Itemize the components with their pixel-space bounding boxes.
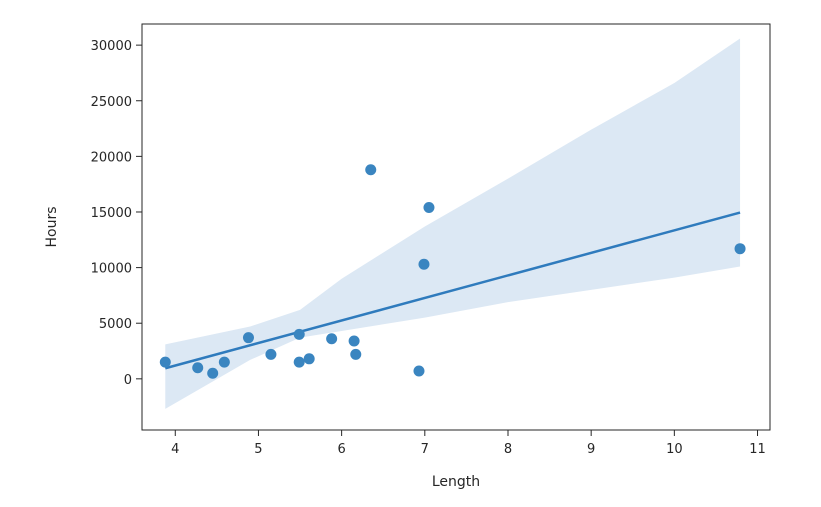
data-point [242, 332, 254, 344]
regression-line [164, 211, 741, 370]
x-tick-label: 10 [666, 442, 683, 457]
data-point [218, 356, 230, 368]
y-tick-label: 30000 [91, 39, 132, 54]
data-point [423, 202, 435, 214]
x-axis-ticks: 4 5 6 7 8 9 10 11 [171, 430, 766, 457]
x-tick-label: 5 [254, 442, 262, 457]
x-axis-label: Length [432, 474, 480, 490]
data-point [734, 243, 746, 255]
data-point [348, 335, 360, 347]
y-tick-label: 25000 [91, 95, 132, 110]
data-point [159, 356, 171, 368]
data-point [365, 164, 377, 176]
x-tick-label: 6 [337, 442, 345, 457]
confidence-band [165, 38, 741, 409]
x-tick-label: 8 [504, 442, 512, 457]
y-tick-label: 0 [124, 373, 132, 388]
data-point [303, 353, 315, 365]
data-point [293, 328, 305, 340]
plot-frame [141, 23, 771, 431]
x-tick-label: 7 [421, 442, 429, 457]
y-tick-label: 20000 [91, 150, 132, 165]
x-tick-label: 11 [749, 442, 766, 457]
data-points-layer [159, 164, 746, 379]
data-point [326, 333, 338, 345]
data-point [293, 356, 305, 368]
regression-line-layer [164, 211, 741, 370]
y-axis-ticks: 0 5000 10000 15000 20000 25000 30000 [91, 39, 142, 388]
data-point [418, 258, 430, 270]
data-point [413, 365, 425, 377]
y-tick-label: 15000 [91, 206, 132, 221]
confidence-band-layer [165, 38, 741, 409]
y-tick-label: 10000 [91, 262, 132, 277]
x-tick-label: 9 [587, 442, 595, 457]
data-point [265, 348, 277, 360]
data-point [192, 362, 204, 374]
y-axis-label: Hours [44, 206, 60, 247]
y-tick-label: 5000 [99, 317, 132, 332]
x-tick-label: 4 [171, 442, 179, 457]
data-point [350, 348, 362, 360]
data-point [207, 367, 219, 379]
